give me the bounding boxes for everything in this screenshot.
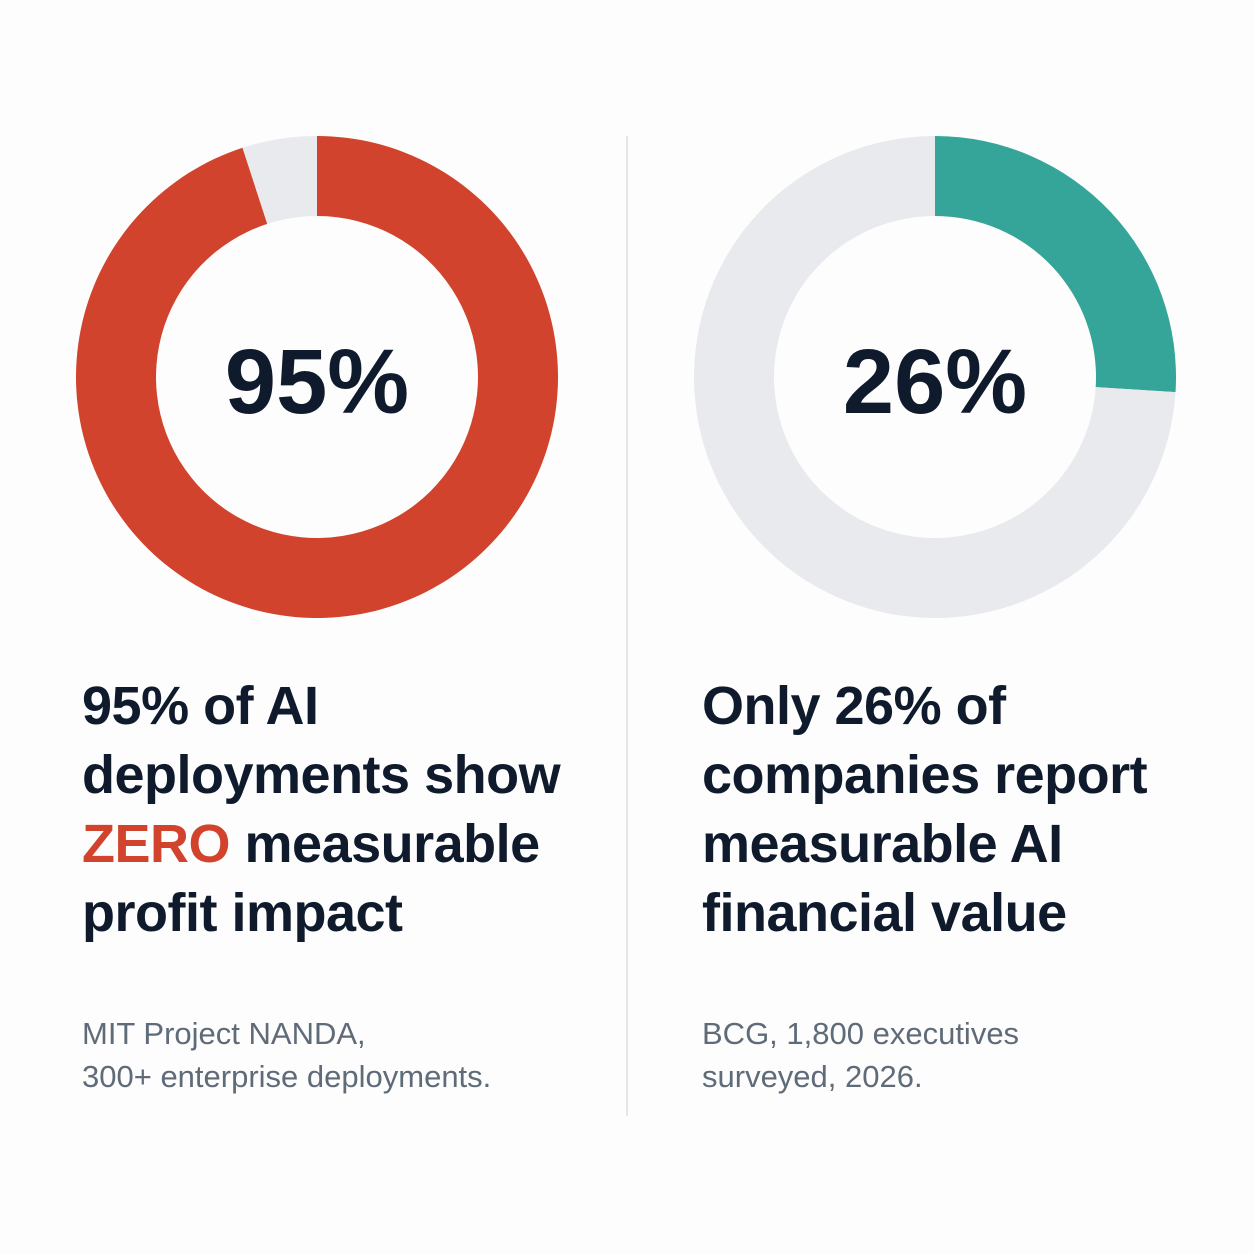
donut-value-slice xyxy=(935,136,1176,393)
source-note-mit: MIT Project NANDA, 300+ enterprise deplo… xyxy=(82,1012,602,1098)
headline-line: deployments show xyxy=(82,745,561,805)
donut-chart-mit: 95% xyxy=(76,136,558,618)
headline-line: ZERO measurable xyxy=(82,810,602,879)
donut-remainder-slice xyxy=(242,136,317,224)
headline-line: measurable AI xyxy=(702,814,1063,874)
donut-center-label: 26% xyxy=(843,331,1027,433)
donut-chart-bcg: 26% xyxy=(694,136,1176,618)
source-note-bcg: BCG, 1,800 executives surveyed, 2026. xyxy=(702,1012,1222,1098)
source-line: BCG, 1,800 executives xyxy=(702,1016,1020,1051)
headline-line: Only 26% of xyxy=(702,676,1006,736)
donut-slices xyxy=(76,136,558,618)
donut-center-label: 95% xyxy=(225,331,409,433)
headline-accent-word: ZERO xyxy=(82,814,231,874)
headline-line: profit impact xyxy=(82,883,403,943)
headline-line: companies report xyxy=(702,745,1148,805)
donut-slices xyxy=(694,136,1176,618)
donut-remainder-slice xyxy=(694,136,1176,618)
panel-divider xyxy=(626,136,628,1116)
source-line: 300+ enterprise deployments. xyxy=(82,1059,492,1094)
headline-line: 95% of AI xyxy=(82,676,319,736)
panel-mit: 95% 95% of AI deployments show ZERO meas… xyxy=(0,0,626,1254)
headline-mit: 95% of AI deployments show ZERO measurab… xyxy=(82,672,602,948)
source-line: surveyed, 2026. xyxy=(702,1059,923,1094)
donut-value-slice xyxy=(76,136,558,618)
headline-bcg: Only 26% of companies report measurable … xyxy=(702,672,1222,948)
source-line: MIT Project NANDA, xyxy=(82,1016,366,1051)
headline-line-rest: measurable xyxy=(230,814,541,874)
panel-bcg: 26% Only 26% of companies report measura… xyxy=(628,0,1254,1254)
headline-line: financial value xyxy=(702,883,1067,943)
